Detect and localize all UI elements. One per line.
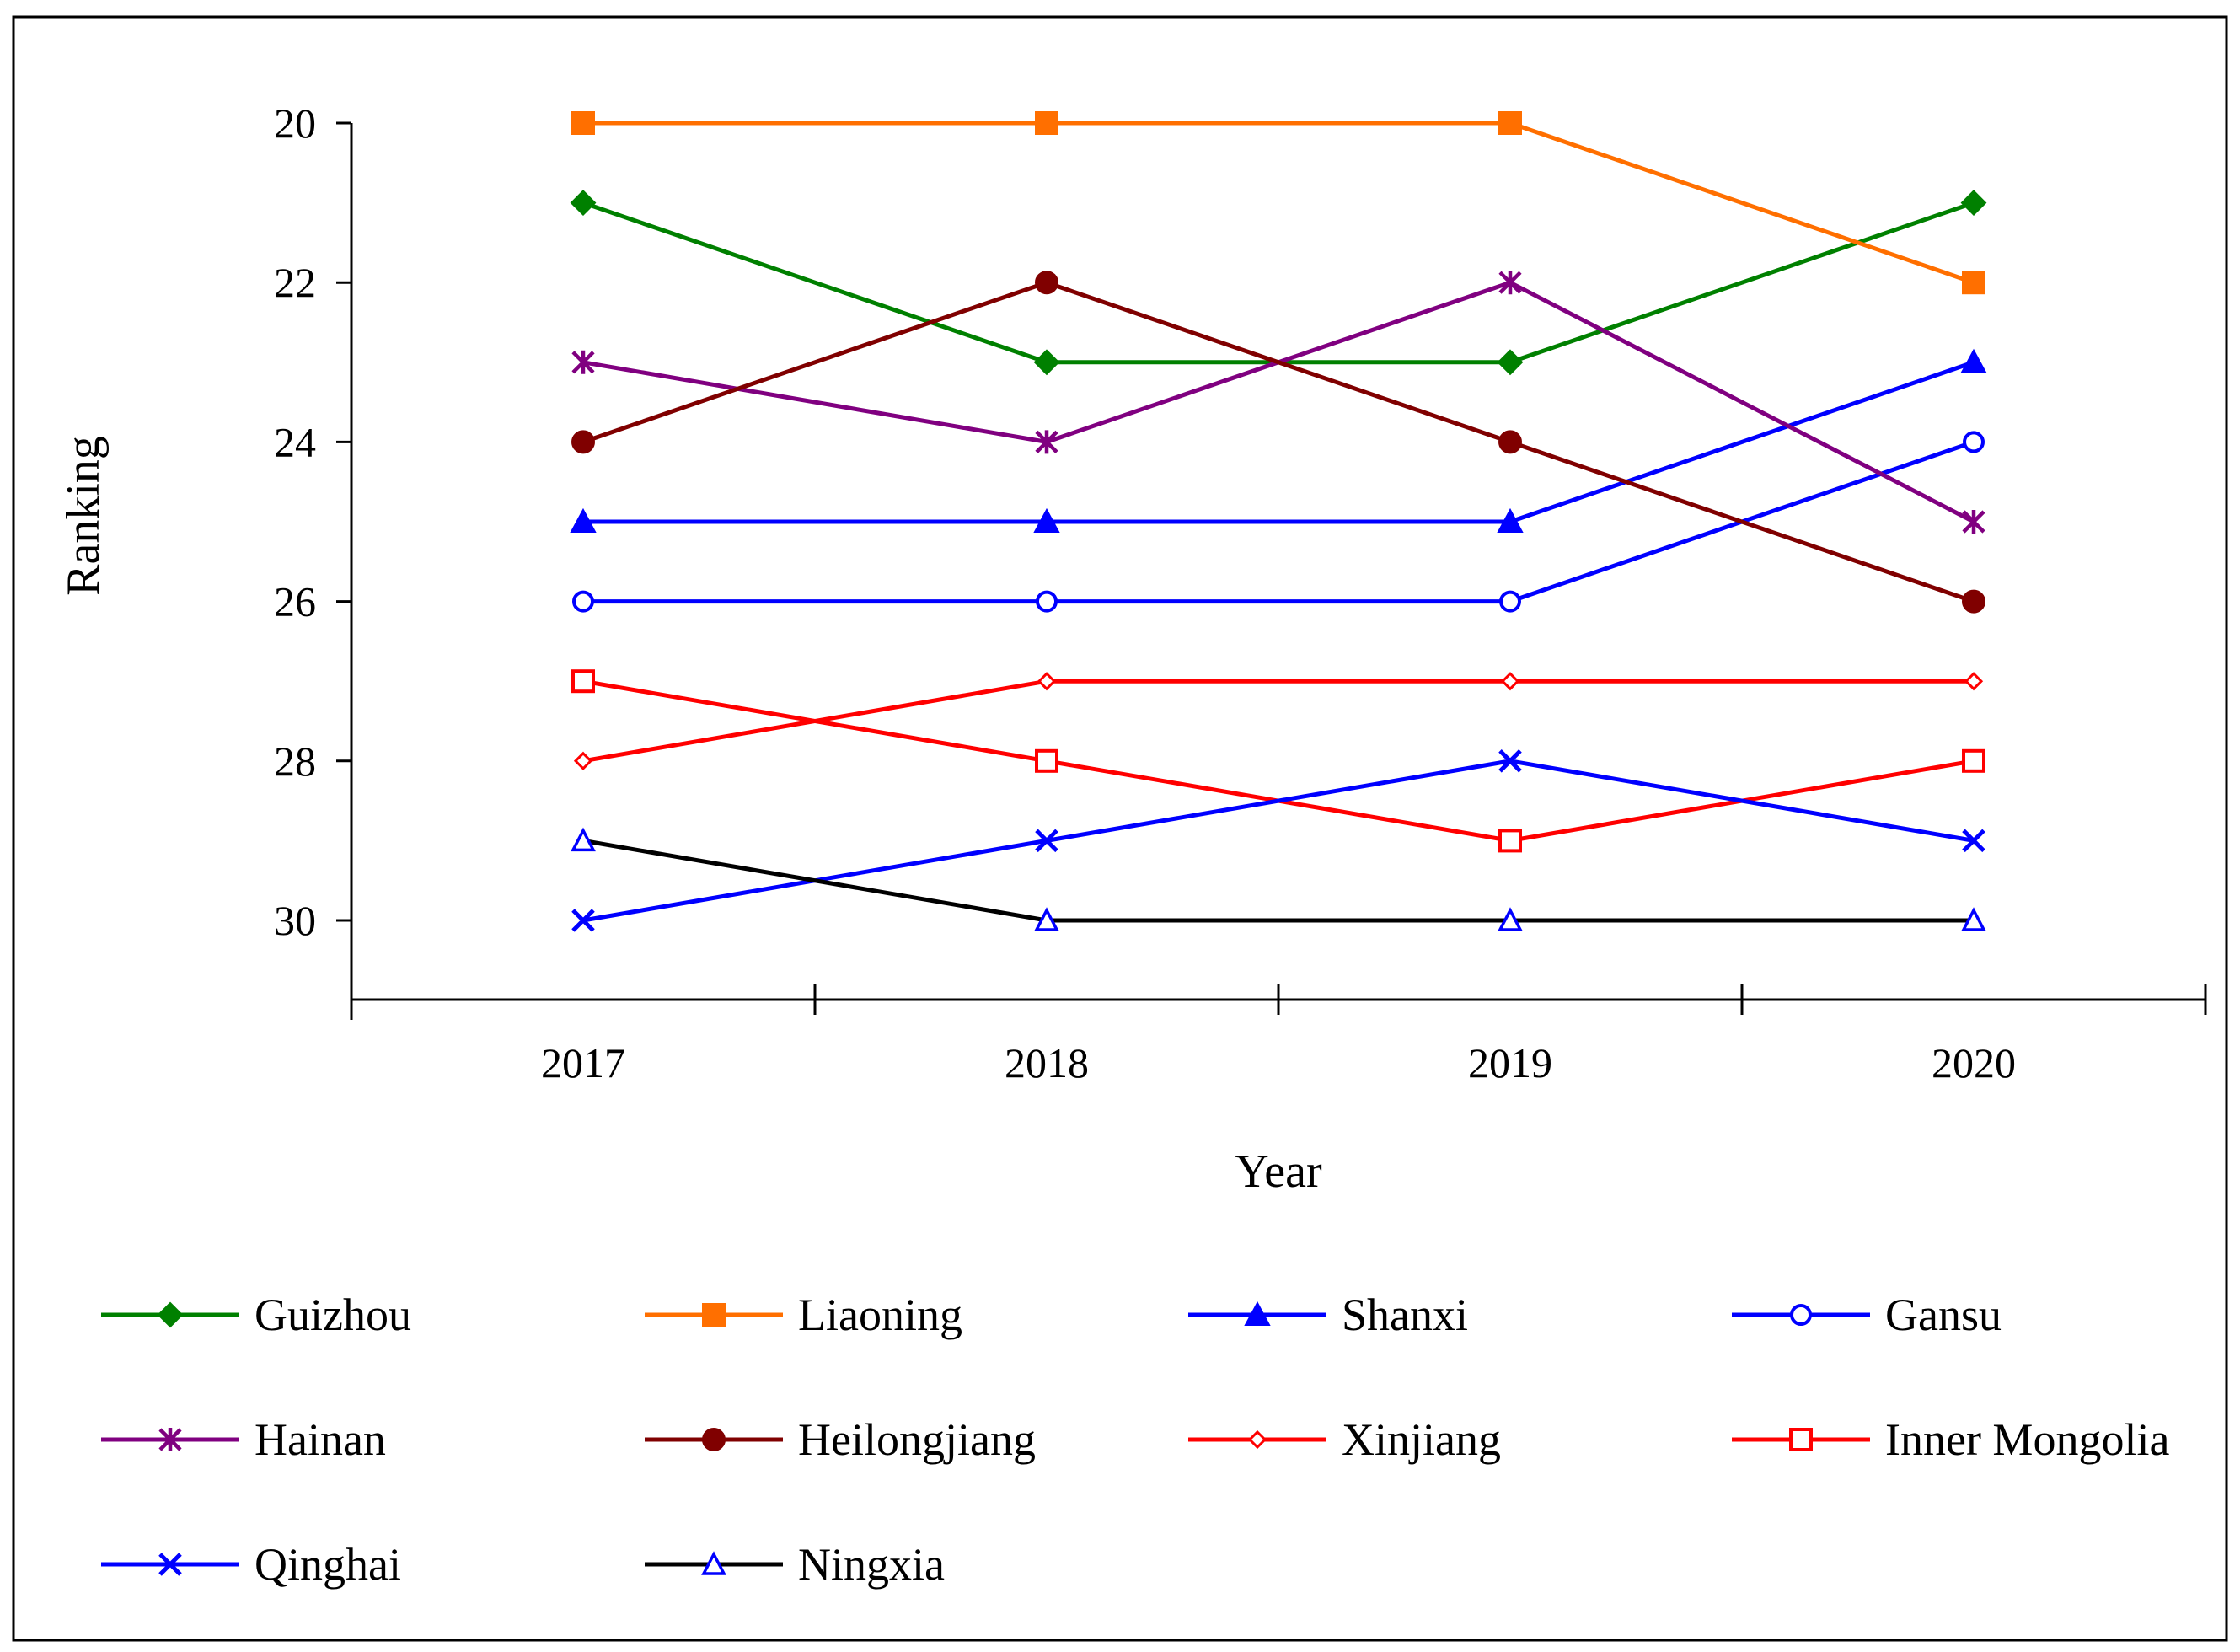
point-shanxi-2017 [570, 507, 597, 533]
legend-marker [702, 1303, 726, 1327]
point-guizhou-2018 [1033, 349, 1060, 376]
point-guizhou-2020 [1960, 190, 1987, 217]
legend-marker [1244, 1301, 1271, 1326]
point-liaoning-2020 [1962, 271, 1985, 295]
x-tick-label: 2019 [1468, 1039, 1552, 1086]
legend-label: Heilongjiang [798, 1414, 1036, 1465]
point-qinghai-2017 [571, 909, 595, 932]
series-lines [582, 121, 1975, 923]
point-xinjiang-2020 [1964, 672, 1984, 691]
series-line-heilongjiang [582, 280, 1975, 603]
point-hainan-2017 [571, 350, 595, 374]
y-tick-label: 30 [274, 897, 316, 944]
point-qinghai-2019 [1498, 749, 1522, 773]
point-shanxi-2018 [1033, 507, 1060, 533]
x-tick-label: 2017 [541, 1039, 625, 1086]
legend-label: Hainan [255, 1414, 386, 1465]
point-qinghai-2018 [1035, 829, 1058, 853]
point-gansu-2017 [572, 590, 594, 613]
y-axis-title: Ranking [57, 436, 110, 596]
legend-item-ningxia: Ningxia [645, 1539, 945, 1590]
x-tick-label: 2018 [1005, 1039, 1089, 1086]
legend-label: Qinghai [255, 1539, 401, 1590]
point-inner-mongolia-2019 [1498, 829, 1522, 853]
legend-item-inner-mongolia: Inner Mongolia [1732, 1414, 2169, 1465]
x-axis-title: Year [1235, 1145, 1322, 1198]
point-guizhou-2019 [1497, 349, 1524, 376]
point-ningxia-2019 [1498, 907, 1523, 931]
point-xinjiang-2017 [573, 751, 593, 770]
legend-item-hainan: Hainan [101, 1414, 386, 1465]
legend-item-qinghai: Qinghai [101, 1539, 401, 1590]
legend-marker [1790, 1304, 1812, 1326]
legend-label: Inner Mongolia [1885, 1414, 2169, 1465]
legend-marker [1789, 1428, 1813, 1451]
point-liaoning-2018 [1035, 111, 1058, 135]
point-gansu-2020 [1963, 431, 1985, 453]
x-tick-label: 2020 [1932, 1039, 2016, 1086]
point-heilongjiang-2018 [1035, 271, 1058, 295]
legend-marker [158, 1553, 182, 1576]
legend-marker [1247, 1429, 1267, 1450]
legend-marker [157, 1301, 184, 1328]
legend: Guizhou Liaoning Shanxi Gansu Hainan Heilongj… [101, 1290, 2169, 1590]
point-xinjiang-2019 [1500, 672, 1520, 691]
series-line-liaoning [583, 121, 1975, 285]
point-ningxia-2018 [1034, 907, 1059, 931]
y-tick-label: 22 [274, 259, 316, 306]
point-gansu-2018 [1036, 590, 1058, 613]
legend-marker [702, 1428, 726, 1451]
point-guizhou-2017 [570, 190, 597, 217]
point-liaoning-2017 [571, 111, 595, 135]
point-gansu-2019 [1499, 590, 1521, 613]
y-tick-label: 28 [274, 738, 316, 785]
legend-item-guizhou: Guizhou [101, 1290, 411, 1340]
point-hainan-2019 [1498, 271, 1522, 295]
legend-item-xinjiang: Xinjiang [1188, 1414, 1501, 1465]
axes: 20 22 24 26 28 30 2017 2018 2019 2020 [274, 99, 2207, 1086]
legend-item-heilongjiang: Heilongjiang [645, 1414, 1036, 1465]
legend-label: Gansu [1885, 1290, 2002, 1340]
legend-label: Guizhou [255, 1290, 411, 1340]
point-inner-mongolia-2018 [1035, 748, 1058, 773]
legend-label: Shanxi [1342, 1290, 1468, 1340]
legend-marker [158, 1428, 182, 1451]
legend-label: Ningxia [798, 1539, 945, 1590]
point-hainan-2020 [1962, 510, 1985, 534]
point-shanxi-2020 [1960, 348, 1987, 373]
series-line-ningxia [582, 838, 1974, 923]
point-inner-mongolia-2020 [1962, 748, 1985, 773]
legend-marker [701, 1551, 726, 1575]
y-tick-label: 24 [274, 418, 316, 465]
point-heilongjiang-2020 [1962, 589, 1985, 614]
legend-label: Xinjiang [1342, 1414, 1501, 1465]
legend-item-gansu: Gansu [1732, 1290, 2002, 1340]
point-ningxia-2020 [1961, 907, 1986, 931]
point-inner-mongolia-2017 [571, 669, 595, 694]
point-ningxia-2017 [571, 827, 596, 852]
point-heilongjiang-2019 [1498, 430, 1522, 454]
point-xinjiang-2018 [1037, 672, 1057, 691]
series-markers [570, 111, 1987, 932]
legend-label: Liaoning [798, 1290, 962, 1340]
y-tick-label: 20 [274, 99, 316, 147]
point-liaoning-2019 [1498, 111, 1522, 135]
point-heilongjiang-2017 [571, 430, 595, 454]
point-shanxi-2019 [1497, 507, 1524, 533]
point-hainan-2018 [1035, 430, 1058, 454]
y-tick-label: 26 [274, 578, 316, 625]
legend-item-shanxi: Shanxi [1188, 1290, 1468, 1340]
point-qinghai-2020 [1962, 829, 1985, 853]
legend-item-liaoning: Liaoning [645, 1290, 962, 1340]
series-line-shanxi [583, 360, 1975, 524]
